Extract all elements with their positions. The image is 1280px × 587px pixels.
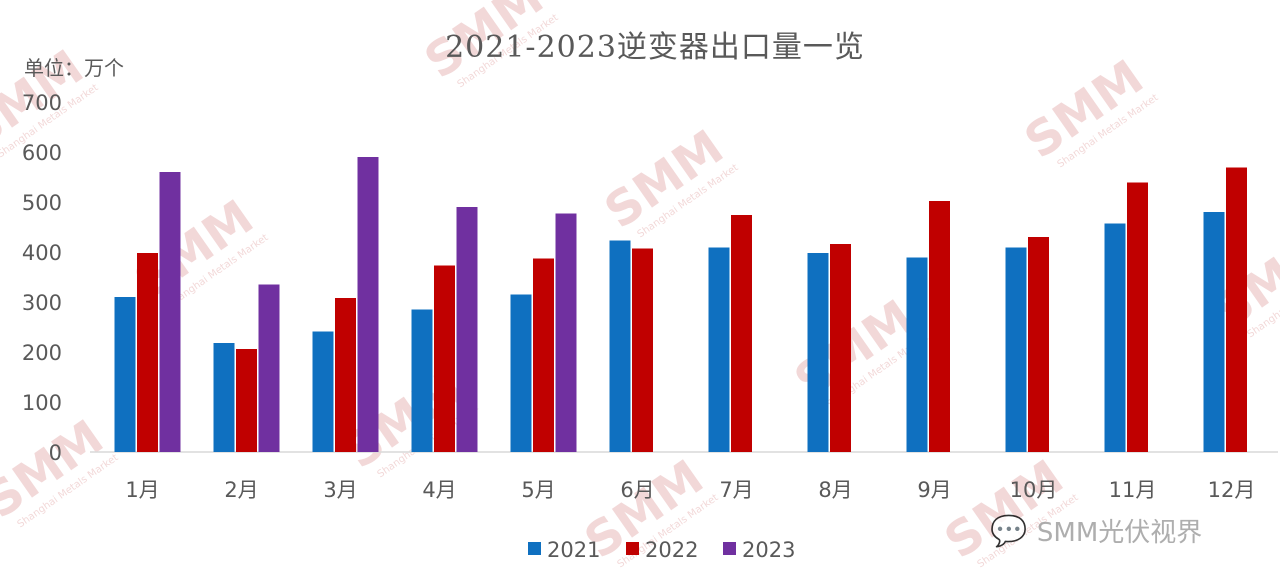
legend-label-2021: 2021 <box>547 538 600 562</box>
axis-layer: 0 100 200 300 400 500 600 700 1月 2月 3月 4月 5月 6月 7月 8月 9月… <box>22 91 1278 502</box>
legend-swatch-2022 <box>626 542 639 555</box>
bar-2022-8月 <box>830 244 851 452</box>
bar-2021-10月 <box>1005 247 1027 452</box>
bar-2021-6月 <box>609 240 631 452</box>
y-tick-label: 700 <box>22 91 62 115</box>
bar-2022-10月 <box>1028 237 1049 452</box>
bar-2021-12月 <box>1203 212 1225 452</box>
x-tick-label: 6月 <box>620 478 654 502</box>
bar-2022-6月 <box>632 248 653 452</box>
bar-2021-3月 <box>312 331 334 452</box>
legend: 2021 2022 2023 <box>528 538 795 562</box>
y-tick-label: 400 <box>22 241 62 265</box>
bar-2022-2月 <box>236 349 257 452</box>
x-tick-label: 8月 <box>818 478 852 502</box>
wechat-icon: 💬 <box>990 514 1028 549</box>
bar-layer <box>114 157 1247 452</box>
bar-2023-3月 <box>357 157 379 452</box>
y-tick-label: 200 <box>22 341 62 365</box>
bar-2021-1月 <box>114 297 136 452</box>
x-tick-label: 1月 <box>125 478 159 502</box>
unit-label: 单位：万个 <box>24 56 124 80</box>
y-tick-label: 0 <box>49 441 62 465</box>
y-tick-label: 500 <box>22 191 62 215</box>
legend-swatch-2021 <box>528 542 541 555</box>
bar-2022-7月 <box>731 215 752 452</box>
x-tick-label: 9月 <box>917 478 951 502</box>
bar-2022-9月 <box>929 201 950 452</box>
x-tick-label: 12月 <box>1208 478 1256 502</box>
bar-2022-1月 <box>137 253 158 452</box>
x-tick-label: 10月 <box>1010 478 1058 502</box>
bar-2022-4月 <box>434 265 455 452</box>
y-tick-label: 100 <box>22 391 62 415</box>
bar-2021-8月 <box>807 253 829 452</box>
bar-2022-5月 <box>533 258 554 452</box>
y-tick-label: 600 <box>22 141 62 165</box>
bar-2023-2月 <box>258 284 280 452</box>
bar-2021-2月 <box>213 343 235 452</box>
bar-2021-9月 <box>906 257 928 452</box>
bar-2021-5月 <box>510 294 532 452</box>
legend-label-2022: 2022 <box>645 538 698 562</box>
chart-title: 2021-2023逆变器出口量一览 <box>445 30 865 65</box>
legend-swatch-2023 <box>723 542 736 555</box>
y-tick-label: 300 <box>22 291 62 315</box>
wechat-text: SMM光伏视界 <box>1036 518 1203 548</box>
x-tick-label: 5月 <box>521 478 555 502</box>
legend-label-2023: 2023 <box>742 538 795 562</box>
x-tick-label: 4月 <box>422 478 456 502</box>
bar-2023-1月 <box>159 172 181 452</box>
wechat-watermark: 💬 SMM光伏视界 <box>990 512 1202 549</box>
bar-2021-4月 <box>411 309 433 452</box>
x-tick-label: 11月 <box>1109 478 1157 502</box>
bar-2021-7月 <box>708 247 730 452</box>
bar-2023-5月 <box>555 213 577 452</box>
bar-2023-4月 <box>456 207 478 452</box>
bar-2022-12月 <box>1226 167 1247 452</box>
x-tick-label: 2月 <box>224 478 258 502</box>
bar-2022-3月 <box>335 298 356 452</box>
bar-2022-11月 <box>1127 182 1148 452</box>
x-tick-label: 7月 <box>719 478 753 502</box>
x-tick-label: 3月 <box>323 478 357 502</box>
bar-2021-11月 <box>1104 223 1126 452</box>
